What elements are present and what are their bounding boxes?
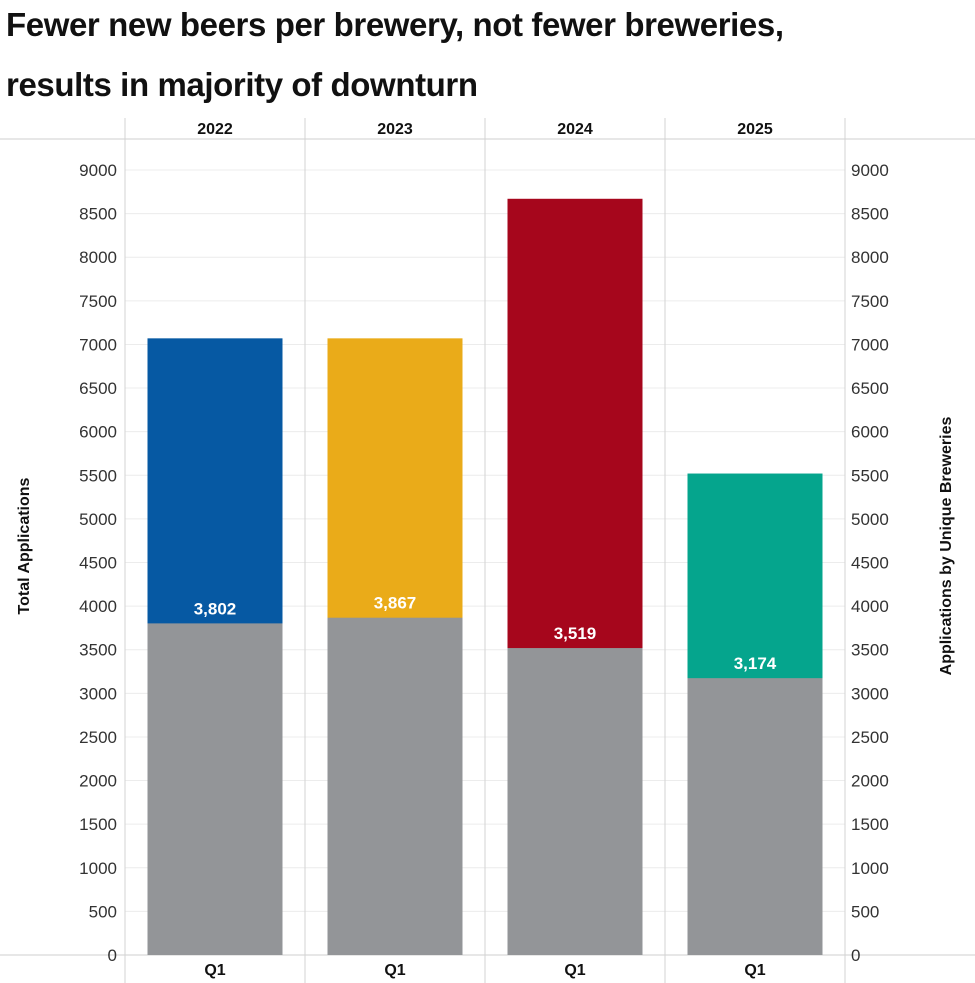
y-tick-right: 4500 [851, 554, 889, 573]
data-label: 3,519 [554, 624, 597, 643]
y-tick-right: 5000 [851, 510, 889, 529]
y-tick-left: 2000 [79, 772, 117, 791]
y-tick-left: 4500 [79, 554, 117, 573]
y-tick-right: 3500 [851, 641, 889, 660]
y-tick-left: 6500 [79, 379, 117, 398]
year-label: 2022 [197, 121, 233, 138]
chart-frame [0, 118, 975, 983]
y-tick-left: 9000 [79, 161, 117, 180]
y-tick-left: 8000 [79, 248, 117, 267]
y-tick-right: 8000 [851, 248, 889, 267]
bar-unique-breweries [687, 678, 823, 955]
chart-title-line-2: results in majority of downturn [6, 66, 478, 103]
year-label: 2025 [737, 121, 773, 138]
y-tick-right: 6500 [851, 379, 889, 398]
category-labels: 2022 Q1 2023 Q1 2024 Q1 2025 Q1 [197, 121, 773, 979]
y-tick-right: 2000 [851, 772, 889, 791]
y-tick-right: 6000 [851, 423, 889, 442]
y-axis-label-right: Applications by Unique Breweries [938, 417, 955, 676]
data-label: 3,867 [374, 594, 417, 613]
y-tick-right: 0 [851, 946, 860, 965]
chart-title-line-1: Fewer new beers per brewery, not fewer b… [6, 6, 784, 43]
data-labels: 3,802 3,867 3,519 3,174 [194, 594, 777, 673]
y-tick-right: 3000 [851, 684, 889, 703]
y-tick-left: 1000 [79, 859, 117, 878]
data-label: 3,802 [194, 599, 237, 618]
quarter-label: Q1 [204, 962, 225, 979]
y-tick-left: 500 [89, 902, 117, 921]
y-tick-left: 7000 [79, 335, 117, 354]
y-tick-left: 4000 [79, 597, 117, 616]
quarter-label: Q1 [564, 962, 585, 979]
y-tick-right: 5500 [851, 466, 889, 485]
bar-unique-breweries [507, 648, 643, 955]
y-tick-right: 4000 [851, 597, 889, 616]
y-tick-left: 0 [108, 946, 117, 965]
bar-unique-breweries [147, 623, 283, 955]
y-tick-left: 1500 [79, 815, 117, 834]
quarter-label: Q1 [384, 962, 405, 979]
y-tick-right: 2500 [851, 728, 889, 747]
y-tick-left: 3500 [79, 641, 117, 660]
y-tick-left: 2500 [79, 728, 117, 747]
y-tick-left: 5500 [79, 466, 117, 485]
bars [147, 198, 823, 956]
y-tick-right: 7000 [851, 335, 889, 354]
y-tick-right: 8500 [851, 205, 889, 224]
y-tick-left: 6000 [79, 423, 117, 442]
y-axis-label-left: Total Applications [16, 477, 33, 614]
year-label: 2024 [557, 121, 593, 138]
y-tick-right: 500 [851, 902, 879, 921]
y-tick-right: 7500 [851, 292, 889, 311]
bar-unique-breweries [327, 617, 463, 955]
y-tick-right: 9000 [851, 161, 889, 180]
data-label: 3,174 [734, 654, 777, 673]
y-tick-right: 1000 [851, 859, 889, 878]
y-tick-left: 8500 [79, 205, 117, 224]
year-label: 2023 [377, 121, 413, 138]
quarter-label: Q1 [744, 962, 765, 979]
axis-ticks: 0 0 500 500 1000 1000 1500 1500 2000 2000 2500 2500… [79, 161, 889, 965]
y-tick-left: 3000 [79, 684, 117, 703]
y-tick-left: 5000 [79, 510, 117, 529]
y-tick-left: 7500 [79, 292, 117, 311]
y-tick-right: 1500 [851, 815, 889, 834]
